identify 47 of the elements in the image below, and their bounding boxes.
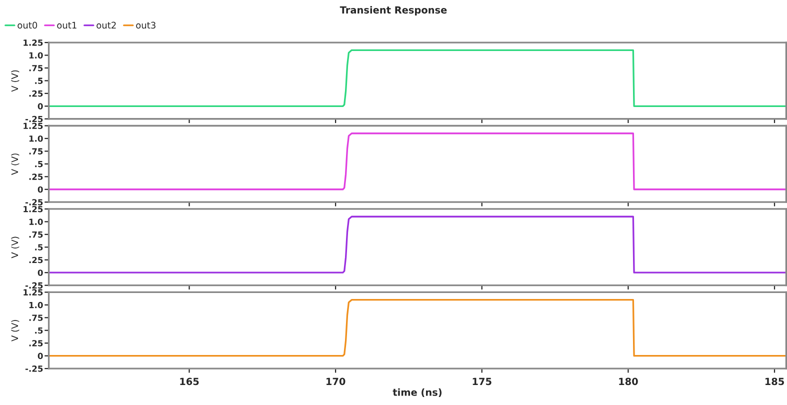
x-tick-label: 175 (472, 378, 492, 386)
y-tick-label: 1.25 (24, 122, 43, 130)
legend-label: out1 (57, 22, 76, 29)
y-tick-label: 0 (38, 186, 43, 193)
x-tick-label: 170 (326, 378, 346, 386)
legend-label: out3 (136, 22, 156, 29)
y-tick-label: 1.0 (29, 52, 43, 59)
legend-label: out2 (96, 22, 116, 29)
y-tick-label: 1.25 (24, 206, 43, 212)
x-tick-label: 165 (180, 378, 199, 386)
y-tick-label: .75 (29, 314, 43, 321)
y-tick-label: .5 (35, 244, 43, 250)
y-tick-label: .25 (29, 174, 43, 180)
y-tick-label: .5 (35, 78, 43, 84)
y-tick-label: .5 (35, 327, 43, 334)
x-tick-label: 180 (619, 378, 638, 386)
x-axis-title: time (ns) (392, 388, 442, 398)
y-axis-title: V (V) (11, 236, 20, 258)
y-tick-label: -.25 (25, 366, 43, 372)
y-tick-label: .25 (29, 256, 43, 264)
line-series (48, 132, 786, 190)
y-tick-label: 0 (38, 352, 43, 360)
y-axis-title: V (V) (11, 154, 20, 175)
line-series (48, 216, 786, 274)
x-tick-label: 185 (765, 378, 784, 386)
line-series (48, 49, 786, 107)
line-series (48, 299, 786, 357)
y-tick-label: .5 (35, 161, 43, 168)
y-tick-label: 1.0 (29, 302, 43, 308)
y-tick-label: -.25 (25, 282, 43, 289)
y-tick-label: -.25 (25, 199, 43, 206)
y-tick-label: .25 (29, 90, 43, 97)
legend-label: out0 (18, 22, 38, 29)
y-tick-label: .75 (29, 65, 43, 72)
y-tick-label: .75 (29, 232, 43, 238)
y-axis-title: V (V) (11, 70, 20, 92)
chart-title: Transient Response (340, 6, 447, 16)
y-tick-label: -.25 (25, 116, 43, 122)
y-tick-label: 1.25 (24, 289, 43, 296)
y-tick-label: 1.0 (29, 218, 43, 225)
y-tick-label: 0 (38, 270, 43, 276)
y-tick-label: .25 (29, 340, 43, 346)
y-tick-label: 1.0 (29, 135, 43, 142)
y-tick-label: .75 (29, 148, 43, 154)
y-tick-label: 0 (38, 103, 43, 110)
y-axis-title: V (V) (11, 320, 20, 342)
y-tick-label: 1.25 (24, 40, 43, 46)
